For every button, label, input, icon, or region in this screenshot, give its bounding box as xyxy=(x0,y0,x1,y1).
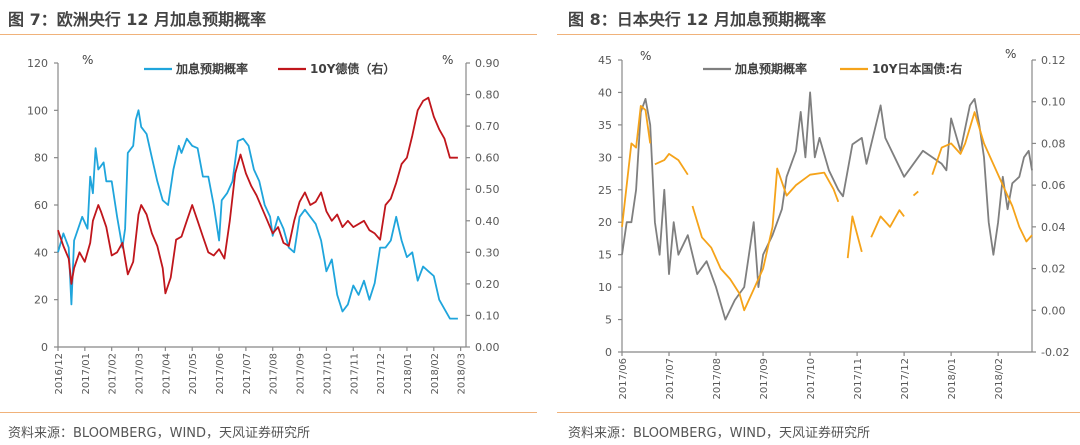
chart8-right-tick-label: 0.12 xyxy=(1041,54,1066,67)
chart7-right-tick-label: 0.40 xyxy=(475,215,500,228)
chart7-x-tick-label: 2017/06 xyxy=(215,353,226,395)
chart7-right-tick-label: 0.60 xyxy=(475,152,500,165)
chart8-x-tick-label: 2017/11 xyxy=(853,358,864,400)
chart7-right-tick-label: 0.30 xyxy=(475,246,500,259)
chart7-right-tick-label: 0.00 xyxy=(475,341,500,354)
chart8-left-tick-label: 0 xyxy=(605,346,612,359)
chart8-left-tick-label: 10 xyxy=(598,281,612,294)
chart7-x-tick-label: 2017/04 xyxy=(161,353,172,395)
chart7-right-tick-label: 0.90 xyxy=(475,57,500,70)
chart8-right-tick-label: 0.00 xyxy=(1041,304,1066,317)
chart8-right-tick-label: -0.02 xyxy=(1041,346,1069,359)
chart8-right-tick-label: 0.04 xyxy=(1041,221,1066,234)
chart7-x-tick-label: 2018/03 xyxy=(457,353,468,395)
chart8-series-1-line xyxy=(621,91,1033,321)
chart7-left-tick-label: 20 xyxy=(34,294,48,307)
chart7-x-tick-label: 2017/07 xyxy=(242,353,253,395)
chart8-left-tick-label: 25 xyxy=(598,184,612,197)
chart7-legend-label-1: 加息预期概率 xyxy=(175,61,248,76)
chart7-right-tick-label: 0.20 xyxy=(475,278,500,291)
chart7-series-2-line xyxy=(57,96,458,295)
chart8-left-tick-label: 35 xyxy=(598,119,612,132)
chart8-title: 图 8：日本央行 12 月加息预期概率 xyxy=(568,10,827,29)
chart8-right-unit: % xyxy=(1005,47,1016,61)
chart7-left-tick-label: 40 xyxy=(34,246,48,259)
chart7-left-tick-label: 100 xyxy=(27,104,48,117)
chart7-x-tick-label: 2017/02 xyxy=(108,353,119,395)
chart7-left-tick-label: 60 xyxy=(34,199,48,212)
chart8-left-unit: % xyxy=(640,49,651,63)
chart8-left-tick-label: 30 xyxy=(598,151,612,164)
chart8-x-tick-label: 2018/02 xyxy=(994,358,1005,400)
chart8-left-tick-label: 40 xyxy=(598,86,612,99)
chart7-title: 图 7：欧洲央行 12 月加息预期概率 xyxy=(8,10,267,29)
chart7-x-tick-label: 2017/05 xyxy=(188,353,199,395)
chart8-left-tick-label: 15 xyxy=(598,249,612,262)
chart8-right-tick-label: 0.06 xyxy=(1041,179,1066,192)
chart8-source-rule xyxy=(557,412,1080,413)
chart7-x-tick-label: 2018/01 xyxy=(403,353,414,395)
chart7-right-tick-label: 0.50 xyxy=(475,183,500,196)
chart7-title-rule xyxy=(0,34,537,35)
chart8-source: 资料来源：BLOOMBERG，WIND，天风证券研究所 xyxy=(568,426,871,441)
chart8-x-tick-label: 2017/10 xyxy=(806,358,817,400)
chart7-left-tick-label: 0 xyxy=(41,341,48,354)
chart7-x-tick-label: 2017/11 xyxy=(349,353,360,395)
chart7-x-tick-label: 2017/10 xyxy=(322,353,333,395)
chart8-left-tick-label: 20 xyxy=(598,216,612,229)
chart7-x-tick-label: 2017/01 xyxy=(81,353,92,395)
chart7-right-tick-label: 0.80 xyxy=(475,89,500,102)
chart7-left-tick-label: 120 xyxy=(27,57,48,70)
chart8-legend-label-2: 10Y日本国债:右 xyxy=(872,61,962,76)
chart7-x-tick-label: 2017/09 xyxy=(296,353,307,395)
chart7-right-tick-label: 0.70 xyxy=(475,120,500,133)
chart7-right-unit: % xyxy=(442,53,453,67)
chart8-right-tick-label: 0.10 xyxy=(1041,96,1066,109)
chart7-left-unit: % xyxy=(82,53,93,67)
chart8-x-tick-label: 2017/09 xyxy=(759,358,770,400)
chart8-left-tick-label: 5 xyxy=(605,314,612,327)
chart7-left-tick-label: 80 xyxy=(34,152,48,165)
chart7-x-tick-label: 2017/03 xyxy=(135,353,146,395)
chart8-x-tick-label: 2017/06 xyxy=(618,358,629,400)
chart7-x-tick-label: 2017/08 xyxy=(269,353,280,395)
chart7-source-rule xyxy=(0,412,537,413)
chart7-right-tick-label: 0.10 xyxy=(475,309,500,322)
chart8-right-tick-label: 0.08 xyxy=(1041,137,1066,150)
chart8-x-tick-label: 2017/12 xyxy=(900,358,911,400)
chart7-x-tick-label: 2018/02 xyxy=(430,353,441,395)
chart8-x-tick-label: 2017/07 xyxy=(665,358,676,400)
chart8-series-2-line xyxy=(621,105,1033,312)
chart8-x-tick-label: 2017/08 xyxy=(712,358,723,400)
chart8-legend-label-1: 加息预期概率 xyxy=(734,61,807,76)
chart7-series-1-line xyxy=(57,109,458,320)
chart7-x-tick-label: 2016/12 xyxy=(54,353,65,395)
chart7-legend-label-2: 10Y德债（右） xyxy=(310,61,395,76)
chart8-x-tick-label: 2018/01 xyxy=(947,358,958,400)
chart7-x-tick-label: 2017/12 xyxy=(376,353,387,395)
chart8-right-tick-label: 0.02 xyxy=(1041,263,1066,276)
chart7-source: 资料来源：BLOOMBERG，WIND，天风证券研究所 xyxy=(8,426,311,441)
chart8-title-rule xyxy=(557,34,1080,35)
chart8-left-tick-label: 45 xyxy=(598,54,612,67)
